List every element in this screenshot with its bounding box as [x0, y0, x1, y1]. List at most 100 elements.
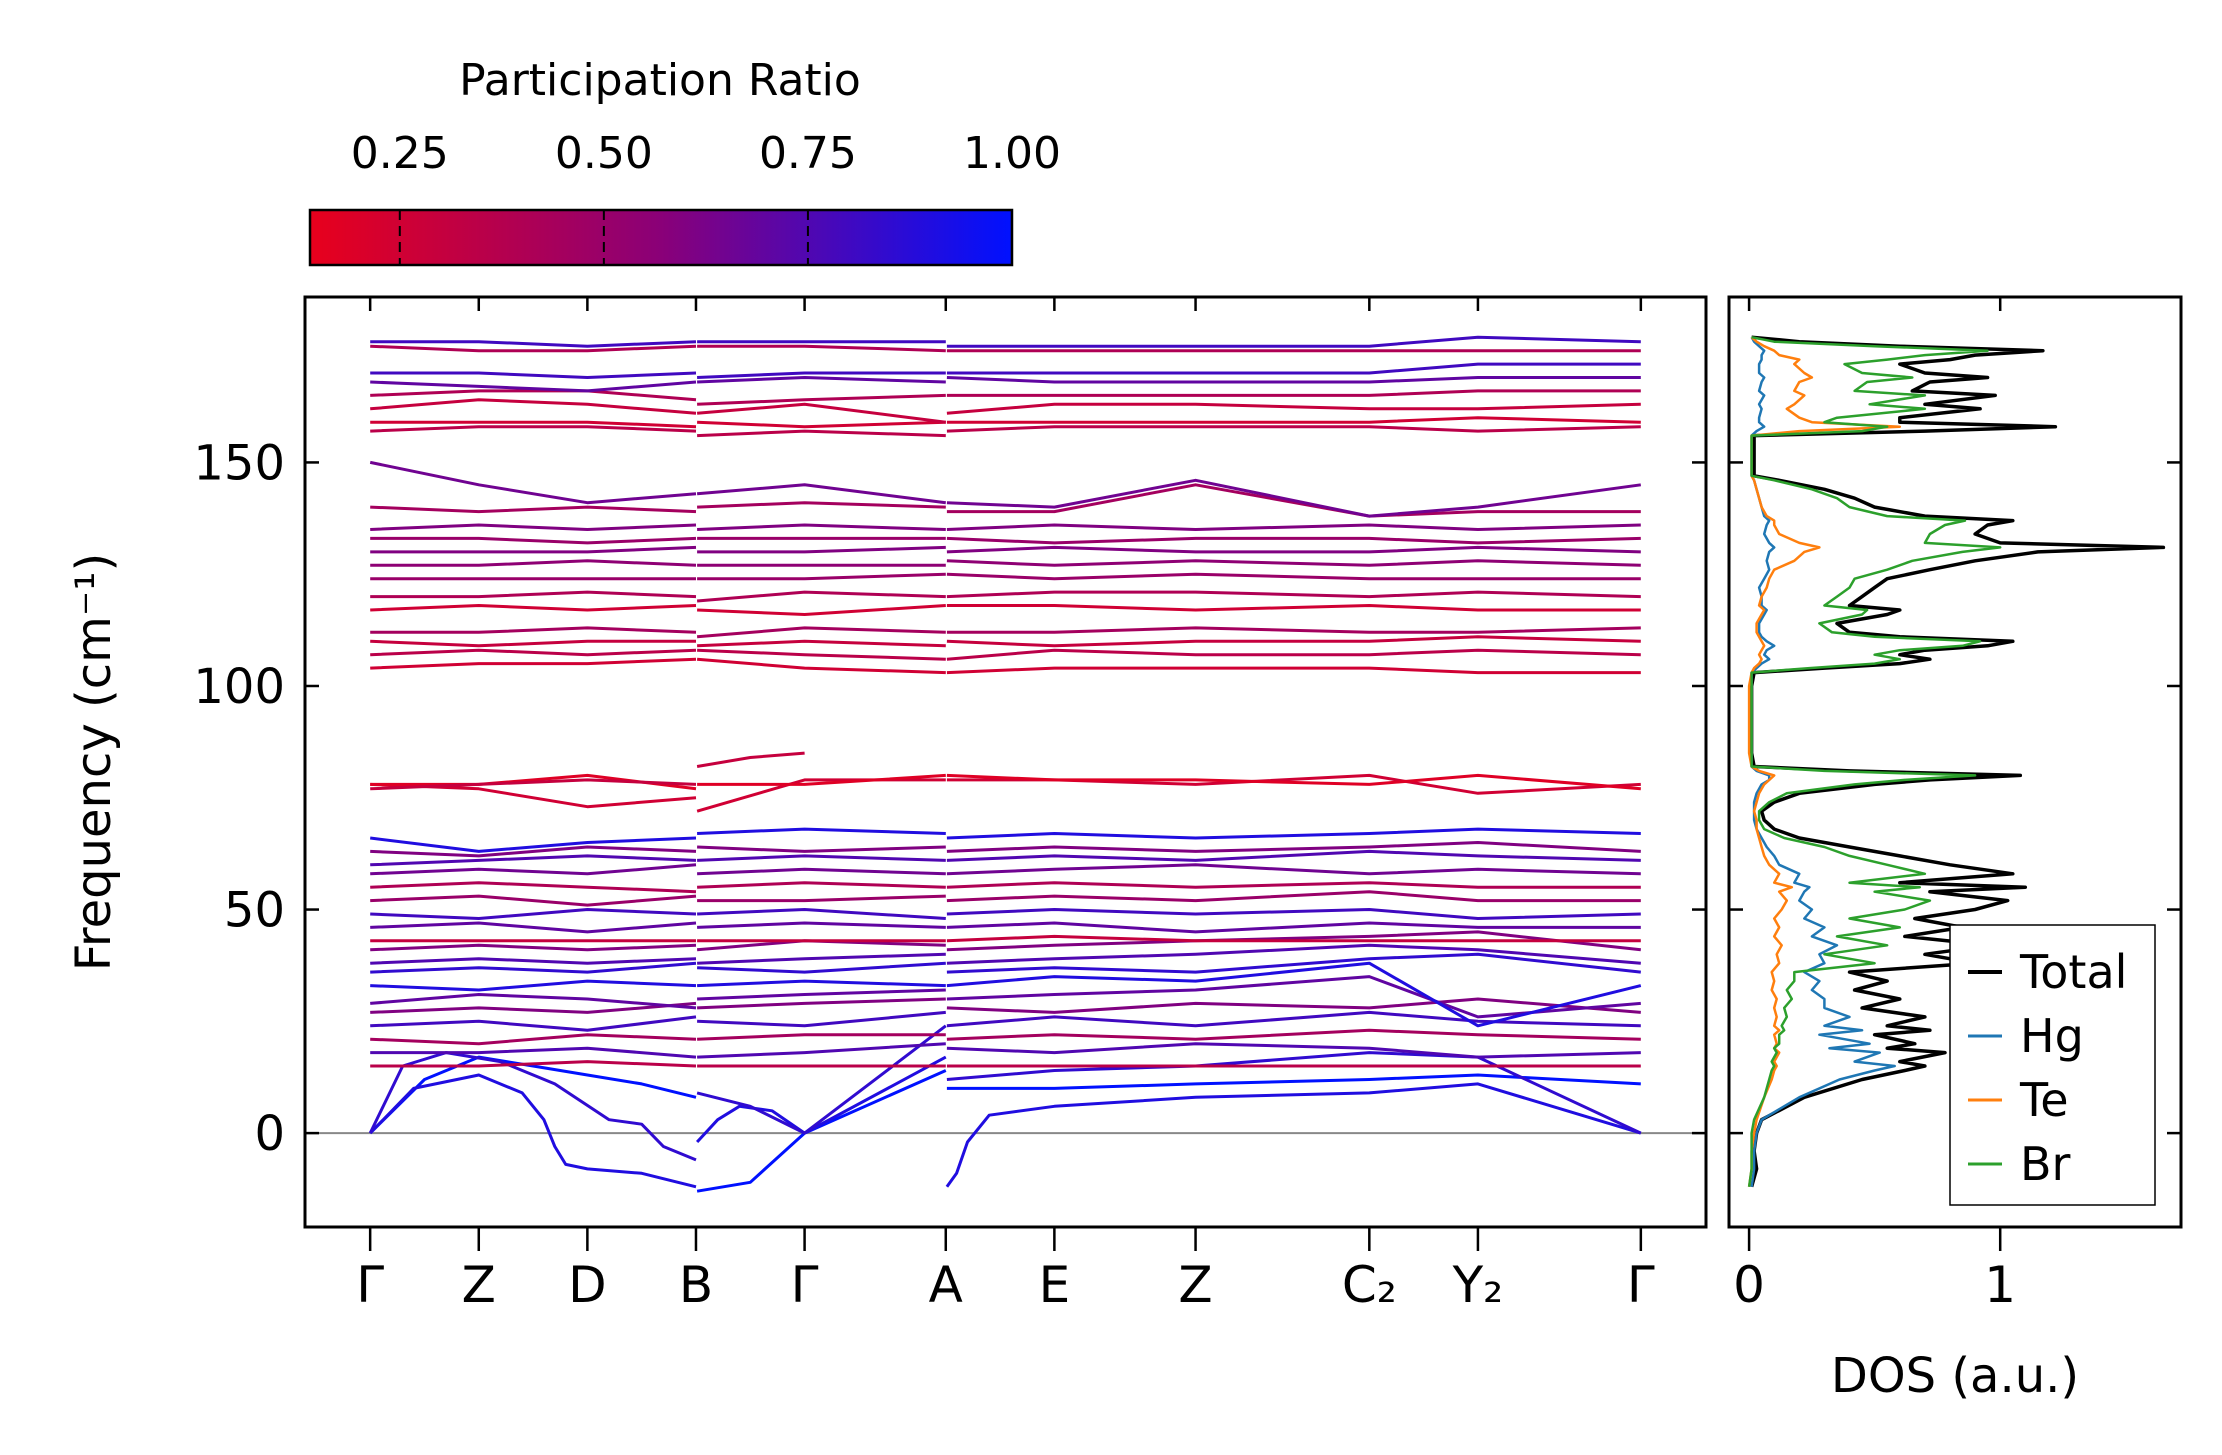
- colorbar-label: Participation Ratio: [459, 55, 861, 106]
- dos-x-tick-label: 1: [1984, 1256, 2016, 1314]
- band-line-segment: [370, 845, 697, 858]
- band-band-175: [370, 344, 1641, 353]
- band-line-segment: [370, 371, 697, 379]
- band-line-segment: [695, 1055, 947, 1144]
- k-point-label: Z: [462, 1256, 496, 1314]
- colorbar-tick-label: 1.00: [963, 128, 1061, 179]
- band-line-segment: [370, 881, 697, 894]
- band-line-segment: [370, 957, 697, 965]
- k-point-label: Y₂: [1452, 1256, 1504, 1314]
- band-line-segment: [946, 478, 1642, 518]
- band-line-segment: [946, 536, 1641, 545]
- band-line-segment: [697, 376, 946, 384]
- k-point-label: A: [929, 1256, 963, 1314]
- band-line-segment: [697, 988, 946, 1001]
- band-line-segment: [946, 890, 1641, 903]
- band-line-segment: [697, 921, 946, 929]
- band-line-segment: [946, 943, 1641, 965]
- band-line-segment: [697, 881, 946, 889]
- band-line-segment: [697, 371, 946, 379]
- band-band-162: [370, 398, 1641, 424]
- band-line-segment: [368, 1051, 697, 1162]
- band-line-segment: [697, 639, 946, 648]
- band-band-49: [370, 908, 1641, 920]
- k-point-label: C₂: [1342, 1256, 1397, 1314]
- band-band-27: [370, 997, 1641, 1014]
- band-band-43: [370, 934, 1641, 943]
- k-point-label: Z: [1178, 1256, 1212, 1314]
- band-line-segment: [946, 841, 1641, 853]
- band-line-segment: [946, 773, 1641, 791]
- band-band-38: [370, 943, 1641, 965]
- band-band-33: [370, 961, 1642, 1028]
- band-band-21: [370, 1028, 1641, 1046]
- band-line-segment: [697, 952, 946, 965]
- k-point-label: Γ: [1627, 1256, 1655, 1314]
- band-line-segment: [697, 420, 946, 429]
- band-line-segment: [370, 993, 697, 1010]
- dos-panel: 0 1 DOS (a.u.) Total Hg Te Br: [1727, 295, 2183, 1404]
- band-line-segment: [370, 908, 697, 920]
- band-line-segment: [697, 429, 946, 438]
- band-line-segment: [370, 340, 697, 348]
- band-band-177: [370, 335, 1641, 348]
- band-line-segment: [370, 505, 697, 514]
- band-band-18: [370, 1042, 1641, 1059]
- legend-label-te: Te: [2019, 1073, 2069, 1127]
- y-axis-label: Frequency (cm⁻¹): [66, 553, 122, 971]
- band-line-segment: [370, 1060, 697, 1068]
- band-band-140: [370, 483, 1641, 518]
- band-line-segment: [946, 1028, 1641, 1041]
- band-line-segment: [696, 1069, 947, 1193]
- band-band-55: [370, 881, 1641, 894]
- band-line-segment: [370, 894, 697, 907]
- band-band-124: [370, 572, 1641, 581]
- band-line-segment: [946, 863, 1641, 876]
- band-line-segment: [370, 921, 697, 934]
- legend-label-br: Br: [2020, 1137, 2071, 1191]
- y-tick-label: 150: [193, 435, 285, 491]
- band-line-segment: [946, 389, 1641, 397]
- band-line-segment: [696, 751, 805, 768]
- band-line-segment: [697, 344, 946, 353]
- dos-x-axis-label: DOS (a.u.): [1831, 1348, 2079, 1404]
- band-line-segment: [370, 778, 697, 791]
- band-line-segment: [946, 1051, 1642, 1135]
- band-line-segment: [946, 590, 1641, 599]
- band-line-segment: [369, 1073, 697, 1189]
- band-line-segment: [946, 952, 1641, 974]
- band-line-segment: [946, 975, 1641, 1019]
- band-line-segment: [370, 389, 697, 402]
- band-line-segment: [946, 559, 1641, 567]
- band-line-segment: [946, 1073, 1641, 1090]
- band-acoustic-1: [369, 1055, 1641, 1193]
- dos-axes-frame: [1727, 295, 2183, 1229]
- band-line-segment: [697, 1033, 946, 1041]
- band-line-segment: [946, 921, 1641, 934]
- band-line-segment: [370, 1033, 697, 1046]
- band-line-segment: [946, 849, 1641, 862]
- band-line-segment: [945, 1082, 1642, 1188]
- band-band-159: [370, 416, 1641, 429]
- band-line-segment: [697, 572, 946, 581]
- band-line-segment: [697, 867, 946, 876]
- band-line-segment: [946, 666, 1641, 675]
- band-band-117: [370, 604, 1641, 616]
- band-line-segment: [697, 827, 946, 835]
- band-line-segment: [369, 460, 697, 505]
- band-line-segment: [370, 536, 697, 545]
- k-point-label: Γ: [356, 1256, 384, 1314]
- band-band-169: [370, 376, 1641, 393]
- band-band-157: [370, 425, 1641, 438]
- band-line-segment: [697, 894, 946, 903]
- band-line-segment: [946, 402, 1641, 415]
- y-tick-label: 50: [224, 883, 285, 939]
- band-line-segment: [696, 657, 946, 675]
- band-line-segment: [697, 648, 946, 661]
- band-line-segment: [696, 402, 946, 424]
- band-band-127: [370, 559, 1641, 567]
- band-line-segment: [370, 420, 697, 429]
- band-band-61: [370, 849, 1641, 867]
- band-line-segment: [946, 545, 1641, 554]
- colorbar: Participation Ratio 0.25 0.50 0.75 1.00: [308, 55, 1061, 267]
